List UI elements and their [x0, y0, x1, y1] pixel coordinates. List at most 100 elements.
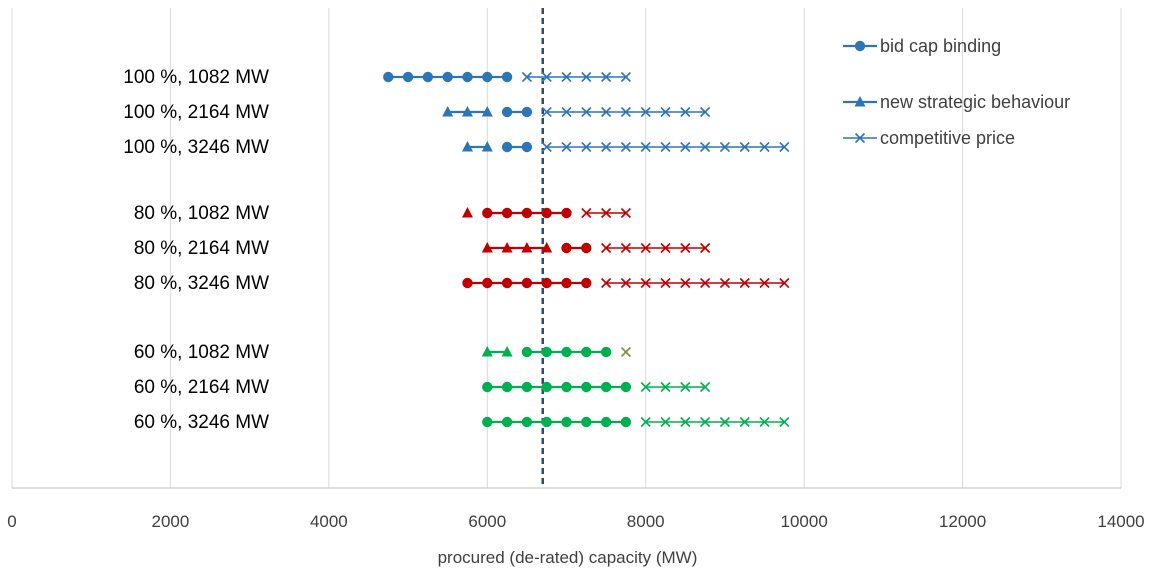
- row-label: 80 %, 1082 MW: [134, 203, 269, 224]
- triangle-point: [481, 242, 493, 253]
- legend-item: competitive price: [843, 128, 1015, 148]
- circle-point: [501, 71, 513, 83]
- x-point: [601, 106, 612, 118]
- x-point: [620, 71, 631, 83]
- x-point: [561, 141, 572, 153]
- x-point: [561, 71, 572, 83]
- triangle-point: [461, 207, 473, 218]
- circle-point: [521, 277, 533, 289]
- x-tick-label: 12000: [939, 512, 986, 531]
- row: 60 %, 2164 MW: [134, 377, 711, 398]
- circle-point: [600, 346, 612, 358]
- circle-point: [501, 416, 513, 428]
- circle-point: [600, 416, 612, 428]
- x-point: [759, 141, 770, 153]
- x-point: [779, 141, 790, 153]
- circle-point: [521, 381, 533, 393]
- circle-point: [521, 207, 533, 219]
- x-point: [581, 71, 592, 83]
- circle-point: [501, 381, 513, 393]
- x-point: [854, 132, 866, 144]
- row-label: 80 %, 3246 MW: [134, 273, 269, 294]
- circle-point: [561, 346, 572, 358]
- x-point: [640, 242, 651, 254]
- circle-point: [422, 71, 434, 83]
- x-tick-label: 10000: [781, 512, 828, 531]
- x-point: [700, 242, 711, 254]
- row-label: 100 %, 1082 MW: [123, 67, 269, 88]
- x-point: [739, 416, 750, 428]
- x-point: [719, 141, 730, 153]
- x-point: [601, 71, 612, 83]
- x-point: [700, 141, 711, 153]
- x-point: [759, 277, 770, 289]
- data-rows: 100 %, 1082 MW 100 %, 2164 MW 100 %, 3246 …: [123, 67, 790, 433]
- triangle-point: [442, 106, 454, 117]
- row-label: 80 %, 2164 MW: [134, 238, 269, 259]
- circle-point: [581, 381, 592, 393]
- x-point: [680, 381, 691, 393]
- circle-point: [501, 106, 513, 118]
- legend-label: competitive price: [880, 128, 1015, 148]
- x-point: [680, 106, 691, 118]
- x-point: [521, 71, 532, 83]
- x-point: [660, 381, 671, 393]
- x-point: [660, 141, 671, 153]
- legend-item: new strategic behaviour: [843, 92, 1070, 112]
- row: 100 %, 3246 MW: [123, 137, 790, 158]
- circle-point: [521, 141, 533, 153]
- x-point: [660, 106, 671, 118]
- x-point: [759, 416, 770, 428]
- circle-point: [600, 381, 612, 393]
- triangle-point: [481, 346, 493, 357]
- row: 80 %, 3246 MW: [134, 273, 790, 294]
- row: 80 %, 1082 MW: [134, 203, 631, 224]
- row: 100 %, 1082 MW: [123, 67, 631, 88]
- circle-point: [581, 277, 592, 289]
- circle-point: [541, 277, 552, 289]
- x-point: [620, 141, 631, 153]
- circle-point: [482, 381, 493, 393]
- x-point: [601, 277, 612, 289]
- x-point: [620, 242, 631, 254]
- circle-point: [561, 277, 572, 289]
- row: 100 %, 2164 MW: [123, 102, 711, 123]
- x-point: [660, 242, 671, 254]
- x-point: [660, 416, 671, 428]
- circle-point: [620, 381, 632, 393]
- circle-point: [482, 416, 493, 428]
- x-point: [779, 416, 790, 428]
- circle-point: [620, 416, 632, 428]
- circle-point: [482, 71, 493, 83]
- triangle-point: [501, 242, 513, 253]
- x-point: [541, 106, 552, 118]
- circle-point: [482, 207, 493, 219]
- x-point: [660, 277, 671, 289]
- x-point: [601, 141, 612, 153]
- x-point: [581, 141, 592, 153]
- circle-point: [541, 381, 552, 393]
- x-point: [700, 106, 711, 118]
- x-tick-label: 8000: [627, 512, 665, 531]
- row-label: 60 %, 2164 MW: [134, 377, 269, 398]
- circle-point: [442, 71, 453, 83]
- x-tick-label: 2000: [152, 512, 190, 531]
- triangle-point: [501, 346, 513, 357]
- triangle-point: [481, 141, 493, 152]
- x-point: [700, 416, 711, 428]
- x-point: [700, 381, 711, 393]
- row-label: 60 %, 3246 MW: [134, 412, 269, 433]
- circle-point: [383, 71, 394, 83]
- circle-point: [402, 71, 414, 83]
- circle-point: [521, 346, 533, 358]
- x-point: [640, 381, 651, 393]
- triangle-point: [541, 242, 553, 253]
- x-point: [581, 207, 592, 219]
- x-point: [640, 416, 651, 428]
- row: 60 %, 1082 MW: [134, 342, 631, 363]
- x-tick-labels: 0 2000 4000 6000 8000 10000 12000 14000: [7, 512, 1144, 531]
- circle-point: [581, 416, 592, 428]
- row-label: 100 %, 3246 MW: [123, 137, 269, 158]
- x-point: [739, 141, 750, 153]
